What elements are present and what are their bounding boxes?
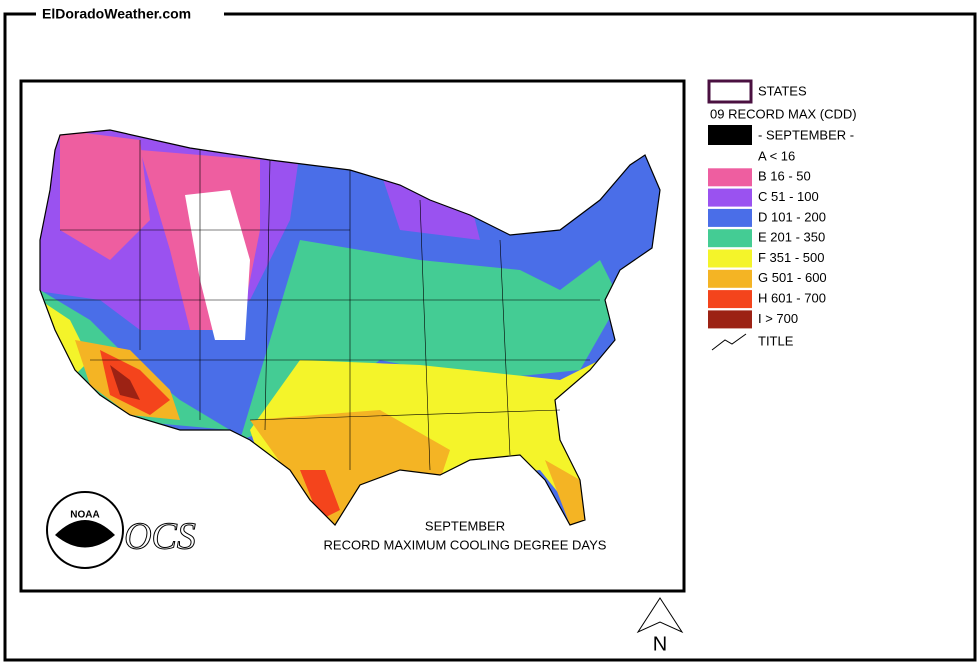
title-icon [711,333,747,351]
outer-frame [3,12,977,662]
legend-label: A < 16 [758,148,795,163]
legend-label: C 51 - 100 [758,189,819,204]
legend-label: H 601 - 700 [758,291,826,306]
legend-title: TITLE [758,333,794,348]
legend-label: F 351 - 500 [758,250,825,265]
us-outline [39,129,661,526]
legend-classes: A < 16 B 16 - 50 C 51 - 100 D 101 - 200 E 20… [708,148,827,329]
region [545,460,590,525]
legend-swatch [708,269,752,288]
legend-month: - SEPTEMBER - [758,127,854,142]
legend-states: STATES [758,83,807,98]
region [300,470,340,520]
legend-swatch [708,148,752,166]
legend-swatch [708,229,752,248]
legend-label: D 101 - 200 [758,209,826,224]
legend-layer: 09 RECORD MAX (CDD) [710,106,857,121]
region [185,190,250,340]
noaa-bird [55,520,115,548]
region [100,350,170,415]
legend-label: G 501 - 600 [758,270,827,285]
month-swatch [708,125,752,145]
legend-label: E 201 - 350 [758,230,825,245]
legend-swatch [708,188,752,207]
legend-swatch [708,168,752,187]
header-bg [36,6,224,24]
legend-swatch [708,290,752,309]
site-title: ElDoradoWeather.com [42,6,191,22]
north-arrow [636,597,684,634]
legend-label: I > 700 [758,311,798,326]
state-lines [45,140,600,471]
map-title: RECORD MAXIMUM COOLING DEGREE DAYS [324,537,607,552]
legend-swatch [708,310,752,329]
ocs-text: OCS [124,516,196,558]
legend-label: B 16 - 50 [758,169,811,184]
region [40,300,90,380]
region [40,290,230,430]
north-label: N [653,633,667,655]
legend-swatch [708,249,752,268]
legend-swatch [708,208,752,227]
region [110,365,140,400]
region [60,130,150,260]
map-title: SEPTEMBER [425,518,505,533]
noaa-text: NOAA [70,510,99,521]
states-swatch [707,79,753,104]
